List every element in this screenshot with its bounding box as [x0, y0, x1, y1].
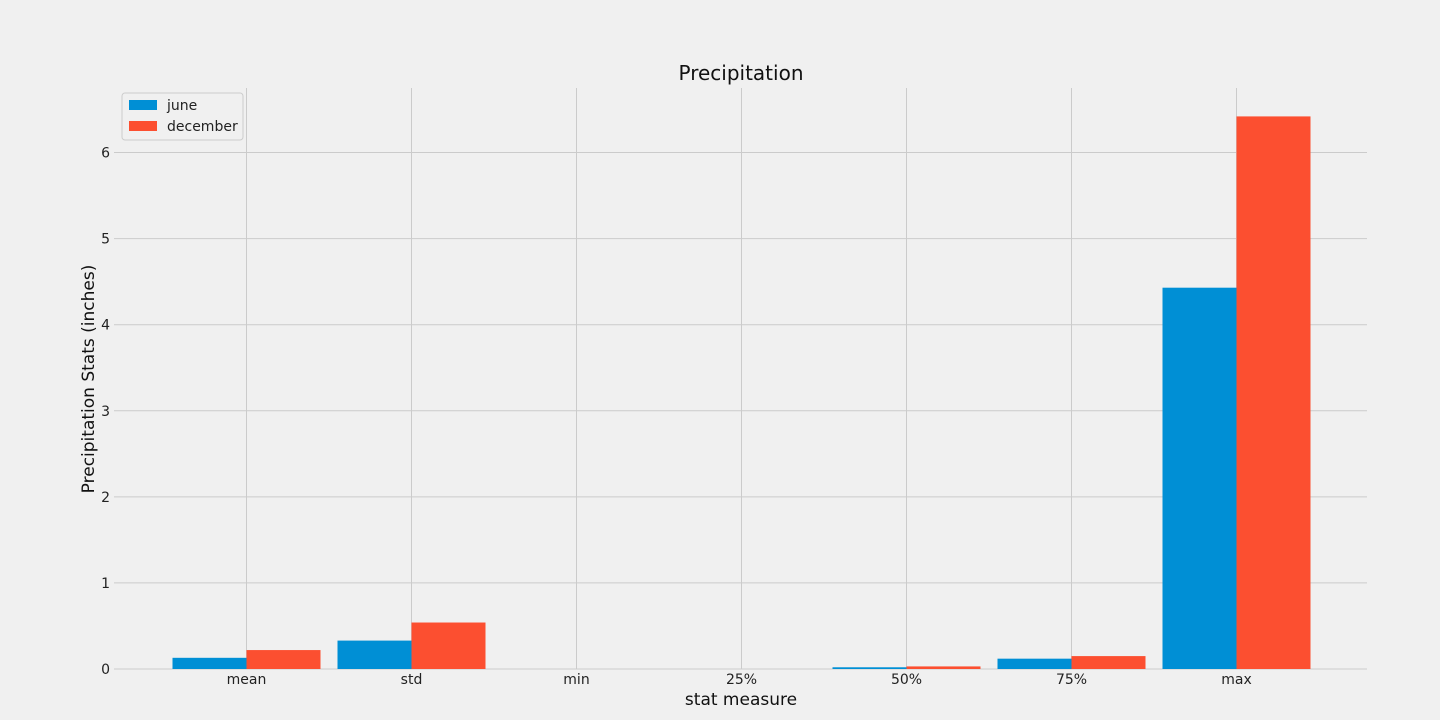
legend-swatch-december: [129, 121, 157, 131]
bar-june-6: [1162, 287, 1237, 669]
bar-december-0: [246, 650, 321, 669]
y-tick-label: 2: [101, 490, 110, 506]
y-tick-label: 6: [101, 146, 110, 162]
bar-june-4: [832, 667, 907, 669]
bar-december-4: [906, 666, 981, 669]
bar-june-5: [997, 658, 1072, 669]
y-tick-label: 3: [101, 404, 110, 420]
bars-layer: [172, 116, 1311, 670]
x-tick-label: mean: [227, 672, 267, 688]
bar-december-5: [1071, 656, 1146, 669]
bar-december-1: [411, 622, 486, 669]
bar-june-1: [337, 640, 412, 669]
legend: june december: [121, 92, 244, 141]
x-tick-label: 25%: [726, 672, 757, 688]
y-tick-label: 0: [101, 662, 110, 678]
bar-december-6: [1236, 116, 1311, 670]
legend-swatch-june: [129, 100, 157, 110]
x-tick-label: 75%: [1056, 672, 1087, 688]
x-tick-label: min: [563, 672, 589, 688]
x-tick-label: max: [1221, 672, 1252, 688]
bar-june-0: [172, 657, 247, 669]
y-axis-label: Precipitation Stats (inches): [79, 265, 99, 494]
y-tick-label: 5: [101, 232, 110, 248]
grid-layer: [114, 88, 1367, 670]
legend-label-december: december: [167, 119, 238, 135]
y-tick-label: 4: [101, 318, 110, 334]
ticks-layer: 0 1 2 3 4 5 6 mean std min 25% 50% 75% max: [101, 146, 1252, 688]
x-axis-label: stat measure: [685, 690, 797, 710]
chart-title: Precipitation: [678, 61, 803, 85]
legend-label-june: june: [166, 98, 197, 114]
x-tick-label: 50%: [891, 672, 922, 688]
x-tick-label: std: [401, 672, 423, 688]
y-tick-label: 1: [101, 576, 110, 592]
